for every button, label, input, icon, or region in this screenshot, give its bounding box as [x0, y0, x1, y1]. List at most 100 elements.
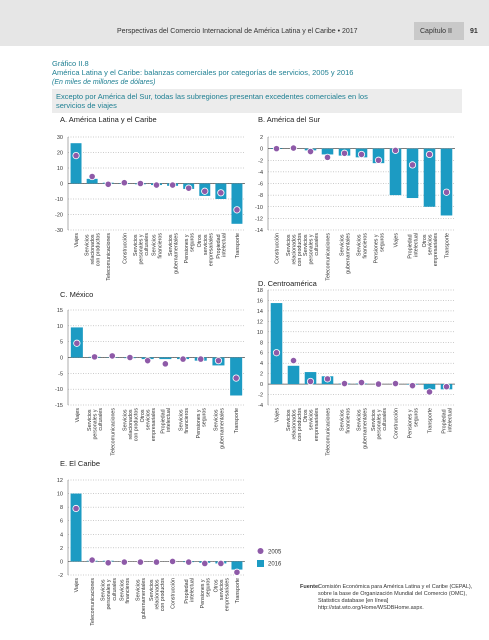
x-tick-label: Servicios gubernamentales	[214, 408, 226, 449]
figure-subtitle: (En miles de millones de dólares)	[52, 79, 156, 86]
x-tick-label: Servicios personales y culturales	[87, 408, 104, 440]
y-tick-label: 4	[260, 361, 263, 367]
x-tick-label: Transporte	[445, 233, 451, 258]
x-tick-label: Servicios relacionados con productos	[85, 233, 102, 267]
dot	[323, 153, 332, 161]
y-tick-label: -2	[58, 573, 63, 579]
y-tick-label: -10	[55, 197, 63, 203]
x-tick-label: Servicios gubernamentales	[357, 408, 369, 449]
y-tick-label: 0	[60, 356, 63, 362]
dot	[340, 379, 349, 388]
x-tick-label: Viajes	[74, 233, 80, 248]
x-tick-label: Otros servicios empresariales	[303, 408, 320, 442]
dot	[442, 383, 451, 391]
dot	[408, 161, 417, 169]
bar	[389, 148, 402, 196]
x-tick-label: Pensiones y seguros	[374, 233, 386, 264]
y-tick-label: -4	[258, 170, 263, 176]
y-tick-label: 10	[57, 324, 63, 330]
chart-title: D. Centroamérica	[258, 279, 318, 288]
x-tick-label: Pensiones y seguros	[196, 408, 208, 439]
chart-title: B. América del Sur	[258, 115, 321, 124]
dot	[185, 184, 193, 192]
dot	[72, 152, 80, 160]
dot	[136, 179, 145, 188]
page-number: 91	[470, 28, 478, 35]
x-tick-label: Telecomunicaciones	[106, 233, 112, 281]
x-tick-label: Viajes	[275, 408, 281, 423]
dot	[233, 568, 241, 576]
y-tick-label: 10	[57, 492, 63, 498]
dot	[120, 179, 128, 187]
dot	[232, 374, 240, 382]
x-tick-label: Servicios personales y culturales	[371, 408, 388, 440]
x-tick-label: Servicios personales y culturales	[133, 233, 150, 265]
dot	[272, 145, 281, 153]
dot	[144, 357, 152, 365]
dot	[179, 355, 187, 363]
x-tick-label: Propiedad intelectual	[161, 408, 173, 434]
legend-swatch	[257, 560, 264, 567]
x-tick-label: Telecomunicaciones	[110, 408, 116, 456]
x-tick-label: Propiedad intelectual	[442, 408, 454, 434]
dot	[391, 146, 400, 154]
y-tick-label: -14	[255, 228, 263, 234]
highlight-band	[52, 89, 462, 113]
y-tick-label: 0	[260, 382, 263, 388]
dot	[374, 156, 383, 164]
chapter-box	[414, 22, 464, 40]
x-tick-label: Servicios financieros	[120, 578, 132, 604]
x-tick-label: Otros servicios empresariales	[422, 233, 439, 267]
dot	[88, 172, 96, 181]
y-tick-label: -4	[258, 403, 263, 409]
y-tick-label: 10	[57, 166, 63, 172]
y-tick-label: 30	[57, 135, 63, 141]
y-tick-label: -2	[258, 393, 263, 399]
dot	[152, 558, 161, 566]
chart-title: E. El Caribe	[60, 459, 100, 468]
dot	[272, 349, 281, 357]
x-tick-label: Telecomunicaciones	[326, 233, 332, 281]
dot	[136, 558, 145, 566]
x-tick-label: Pensiones y seguros	[408, 408, 420, 439]
dot	[391, 379, 400, 388]
x-tick-label: Telecomunicaciones	[326, 408, 332, 456]
dot	[120, 558, 128, 566]
y-tick-label: 0	[260, 147, 263, 153]
y-tick-label: 6	[60, 519, 63, 525]
legend-label: 2005	[268, 550, 282, 556]
y-tick-label: -15	[55, 403, 63, 409]
y-tick-label: -20	[55, 213, 63, 219]
figure-label: Gráfico II.8	[52, 59, 89, 68]
dot	[73, 339, 81, 347]
y-tick-label: 2	[260, 372, 263, 378]
x-tick-label: Servicios gubernamentales	[136, 578, 148, 619]
y-tick-label: 2	[260, 135, 263, 141]
dot	[201, 187, 209, 195]
dot	[197, 355, 205, 363]
x-tick-label: Transporte	[235, 578, 241, 603]
dot	[289, 144, 298, 152]
x-tick-label: Pensiones y seguros	[200, 578, 212, 609]
dot	[374, 380, 383, 388]
dot	[201, 559, 209, 568]
legend-swatch	[257, 548, 264, 554]
x-tick-label: Servicios gubernamentales	[340, 233, 352, 274]
y-tick-label: 20	[57, 151, 63, 157]
dot	[340, 149, 349, 157]
dot	[108, 352, 116, 360]
x-tick-label: Otros servicios empresariales	[213, 578, 230, 612]
running-title: Perspectivas del Comercio Internacional …	[117, 28, 358, 35]
x-tick-label: Transporte	[235, 233, 241, 258]
dot	[425, 150, 434, 159]
x-tick-label: Propiedad intelectual	[184, 578, 196, 604]
chapter: Capítulo II	[420, 28, 452, 35]
y-tick-label: 12	[57, 478, 63, 484]
bar	[159, 357, 172, 360]
y-tick-label: 16	[257, 298, 263, 304]
dot	[168, 181, 177, 189]
x-tick-label: Telecomunicaciones	[90, 578, 96, 626]
bar	[231, 561, 243, 570]
y-tick-label: -12	[255, 216, 263, 222]
